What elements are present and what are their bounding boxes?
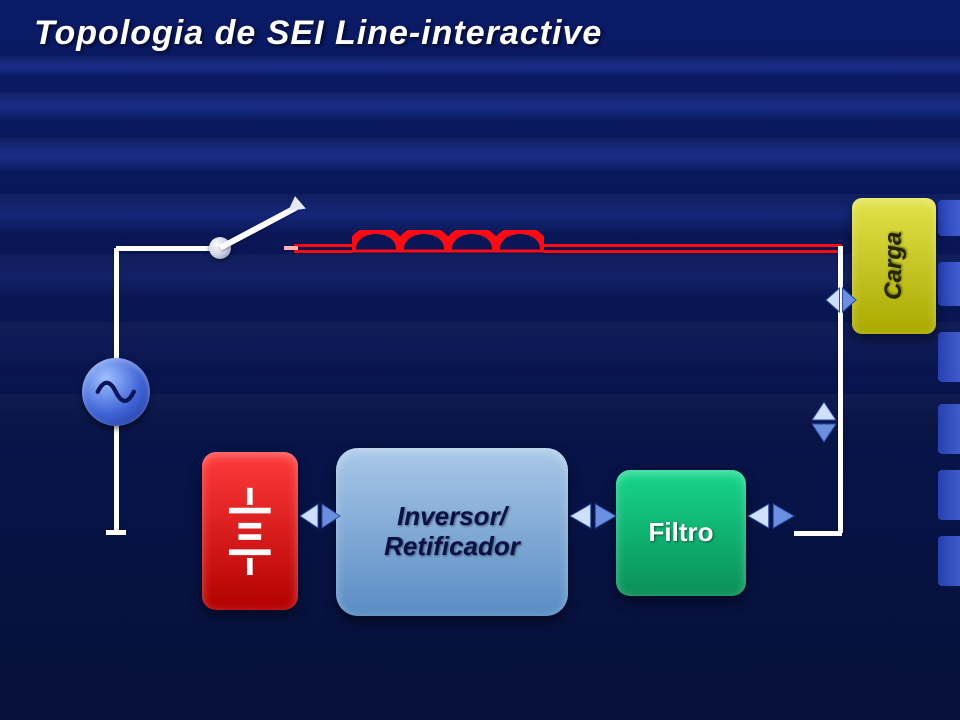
arrow-battery-inverter: [300, 504, 340, 528]
bg-stripe: [0, 322, 960, 374]
wire-red: [294, 250, 352, 253]
ac-source-icon: [82, 358, 150, 426]
page-title: Topologia de SEI Line-interactive: [34, 14, 602, 53]
arrow-inverter-filter: [570, 504, 616, 528]
diagram-stage: Topologia de SEI Line-interactive Invers…: [0, 0, 960, 720]
carga-label: Carga: [880, 232, 907, 300]
arrow-to-carga: [826, 288, 856, 312]
wire-bridge: [284, 246, 298, 250]
bg-stripe: [0, 138, 960, 174]
side-notch: [938, 200, 960, 236]
wire-left-upper: [114, 248, 119, 362]
inverter-label-2: Retificador: [384, 531, 520, 561]
wire-red: [544, 250, 842, 253]
wire-left-lower: [114, 422, 119, 532]
side-notch: [938, 262, 960, 306]
filter-block: Filtro: [616, 470, 746, 596]
inverter-label-1: Inversor/: [397, 501, 507, 531]
wire-foot: [106, 530, 126, 535]
inverter-rectifier-block: Inversor/ Retificador: [336, 448, 568, 616]
carga-block: Carga: [852, 198, 936, 334]
wire-red: [294, 244, 352, 247]
arrow-filter-output: [748, 504, 794, 528]
inductor-icon: [352, 230, 544, 266]
wire-bottom-right: [794, 531, 842, 536]
arrow-right-vertical: [812, 402, 836, 442]
wire-top-left: [116, 246, 220, 251]
bg-stripe: [0, 92, 960, 122]
battery-block: [202, 452, 298, 610]
side-notch: [938, 536, 960, 586]
switch-arrow-icon: [286, 194, 306, 210]
side-notch: [938, 470, 960, 520]
side-notch: [938, 332, 960, 382]
filter-label: Filtro: [649, 517, 714, 547]
side-notch: [938, 404, 960, 454]
wire-red: [544, 244, 842, 247]
bg-stripe: [0, 56, 960, 78]
